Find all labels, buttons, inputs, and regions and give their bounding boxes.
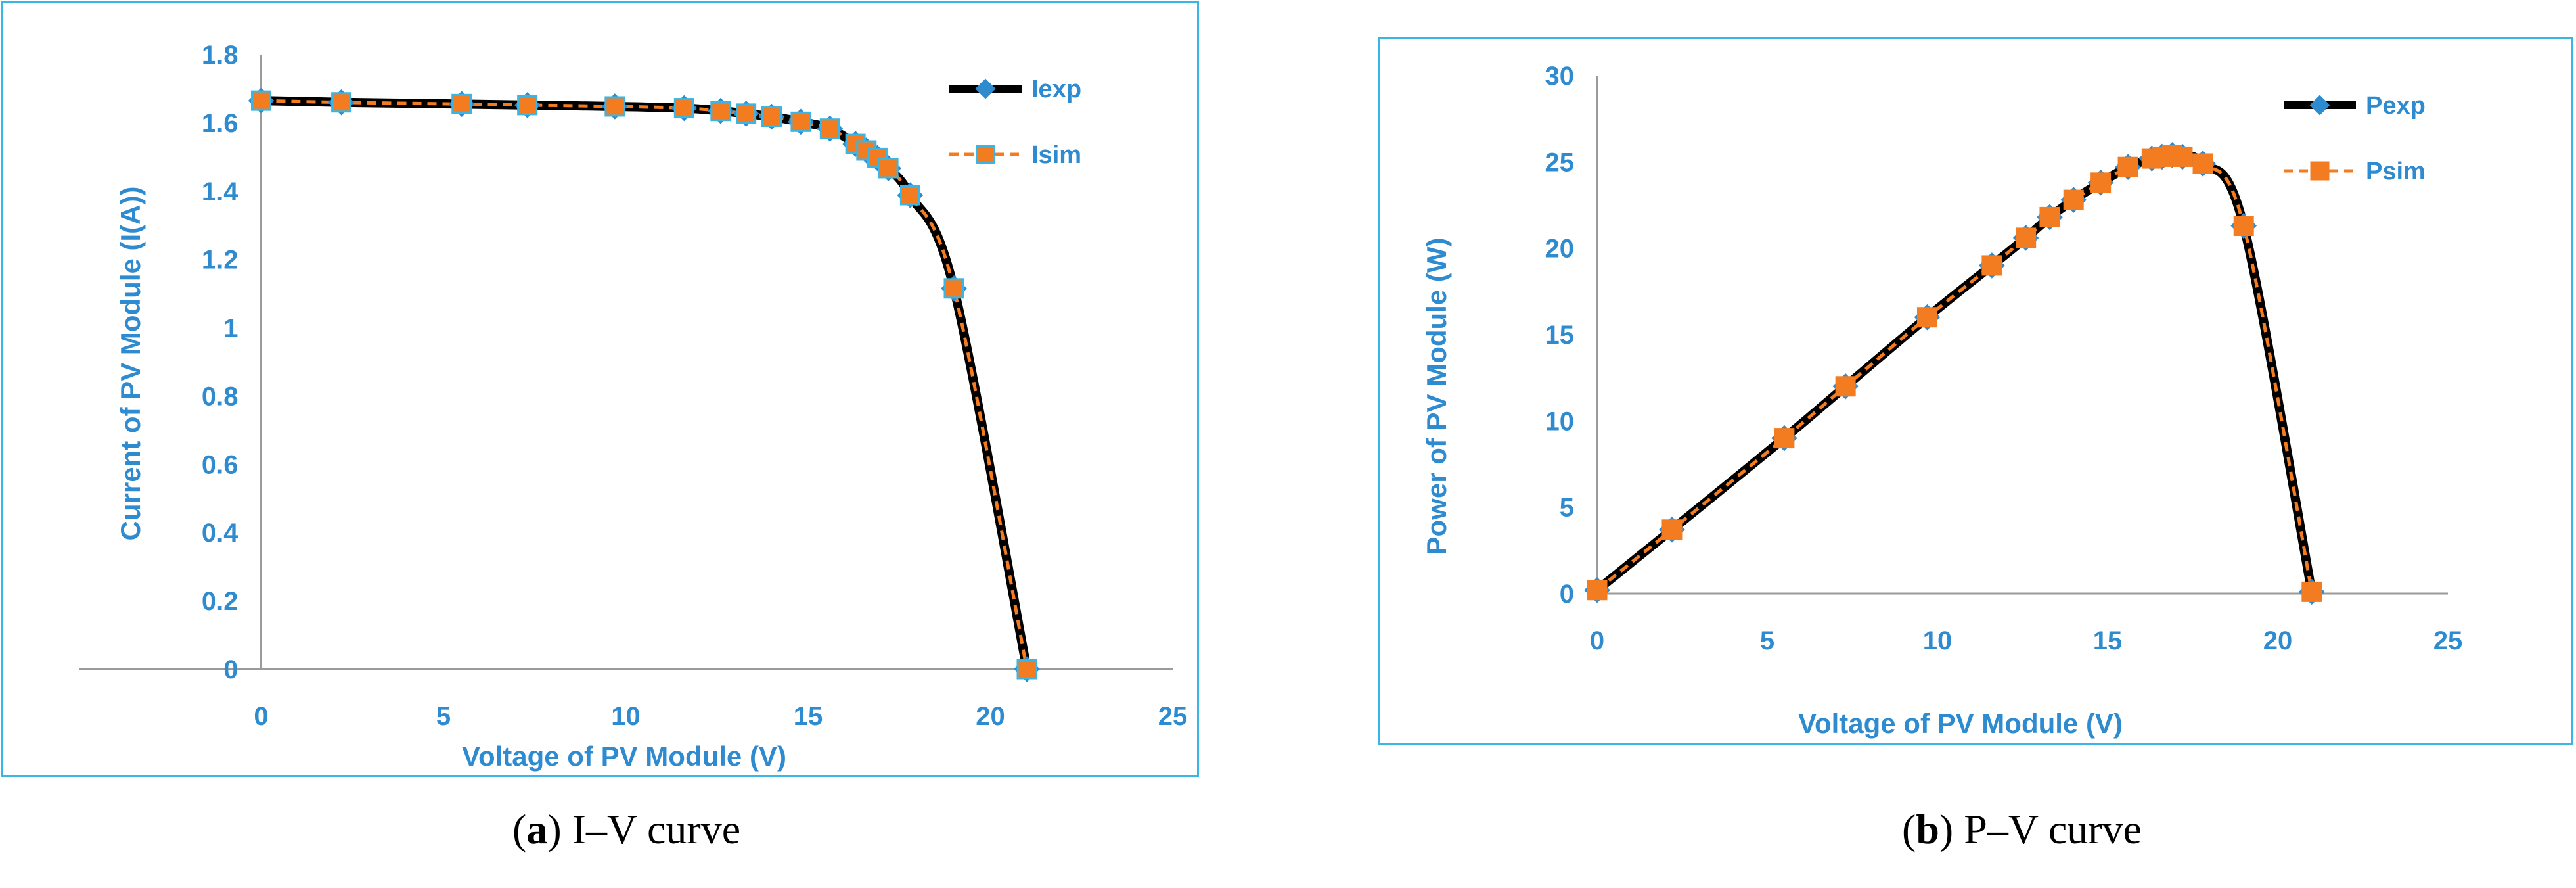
pv-y-tick-label: 5	[1560, 494, 1574, 523]
iv-x-tick-label: 0	[254, 702, 268, 731]
pv-y-axis-title: Power of PV Module (W)	[1421, 238, 1452, 555]
iv-chart-panel: 0 0.2 0.4 0.6 0.8 1 1.2 1.4 1.6 1.8 0 5 10 15 20 25 Volt…	[1, 1, 1199, 777]
iv-y-tick-label: 0.8	[202, 382, 238, 411]
pv-sim-point	[1916, 307, 1937, 328]
pv-chart-panel: 0 5 10 15 20 25 30 0 5 10 15 20 25 Voltage of PV Modu…	[1378, 37, 2573, 745]
iv-sim-point	[710, 101, 731, 122]
pv-sim-point	[2039, 206, 2060, 227]
iv-x-tick-label: 5	[436, 702, 451, 731]
pv-y-tick-label: 25	[1545, 148, 1575, 177]
pv-sim-point	[2117, 156, 2138, 177]
iv-y-tick-label: 0.6	[202, 450, 238, 479]
iv-legend-sim-marker	[976, 145, 995, 164]
pv-y-tick-label: 10	[1545, 407, 1575, 436]
iv-y-tick-label: 0.2	[202, 587, 238, 616]
pv-x-tick-label: 5	[1760, 626, 1774, 655]
iv-sim-point	[673, 98, 694, 119]
pv-sim-point	[2192, 153, 2213, 174]
iv-sim-point	[790, 111, 811, 132]
pv-legend-exp-label: Pexp	[2366, 92, 2426, 120]
iv-legend-sim-label: Isim	[1031, 141, 1081, 169]
pv-legend-sim-marker	[2310, 161, 2330, 181]
pv-sim-point	[2090, 172, 2112, 193]
iv-y-tick-label: 1.2	[202, 246, 238, 275]
iv-sim-point	[331, 92, 352, 113]
caption-iv-text: I–V curve	[561, 806, 741, 853]
caption-pv: (b) P–V curve	[1902, 806, 2142, 853]
iv-sim-point	[819, 118, 840, 139]
iv-sim-point	[878, 158, 899, 179]
pv-y-tick-label: 15	[1545, 321, 1575, 350]
pv-x-tick-label: 0	[1590, 626, 1604, 655]
pv-x-tick-label: 20	[2263, 626, 2293, 655]
iv-sim-point	[251, 90, 271, 111]
caption-iv-letter: a	[526, 806, 548, 853]
iv-y-tick-label: 1.6	[202, 109, 238, 138]
iv-x-tick-label: 15	[794, 702, 823, 731]
iv-legend-exp-label: Iexp	[1031, 76, 1081, 103]
iv-y-tick-label: 1.8	[202, 41, 238, 70]
pv-x-tick-label: 25	[2433, 626, 2463, 655]
iv-sim-point	[943, 278, 964, 299]
caption-iv: (a) I–V curve	[512, 806, 741, 853]
pv-sim-point	[2233, 216, 2254, 237]
iv-y-tick-label: 1.4	[202, 177, 238, 206]
pv-legend-sim-label: Psim	[2366, 158, 2426, 185]
pv-sim-point	[1835, 376, 1856, 397]
iv-legend-exp-marker	[975, 78, 996, 99]
iv-sim-point	[517, 95, 538, 116]
pv-sim-point	[1661, 519, 1683, 540]
iv-sim-point	[1016, 659, 1037, 680]
pv-sim-point	[1774, 428, 1795, 449]
pv-legend-exp-marker	[2309, 95, 2330, 116]
iv-sim-point	[899, 185, 920, 206]
pv-sim-point	[1587, 580, 1608, 601]
pv-chart: 0 5 10 15 20 25 30 0 5 10 15 20 25 Voltage of PV Modu…	[1421, 62, 2463, 739]
iv-x-tick-label: 20	[976, 702, 1005, 731]
iv-sim-point	[451, 93, 472, 114]
iv-y-tick-label: 0	[223, 655, 238, 684]
pv-y-tick-label: 0	[1560, 580, 1574, 609]
pv-sim-point	[2172, 146, 2193, 167]
pv-x-tick-label: 10	[1923, 626, 1953, 655]
iv-sim-point	[736, 103, 757, 124]
pv-y-tick-label: 20	[1545, 235, 1575, 264]
pv-series-sim-line	[1596, 153, 2314, 592]
iv-x-tick-label: 10	[611, 702, 641, 731]
iv-y-tick-label: 1	[223, 314, 238, 343]
iv-y-axis-title: Current of PV Module (I(A))	[115, 187, 146, 541]
iv-chart: 0 0.2 0.4 0.6 0.8 1 1.2 1.4 1.6 1.8 0 5 10 15 20 25 Volt…	[79, 41, 1188, 772]
pv-x-axis-title: Voltage of PV Module (V)	[1798, 708, 2123, 739]
iv-y-tick-label: 0.4	[202, 519, 238, 548]
pv-sim-point	[2301, 581, 2322, 602]
pv-x-tick-label: 15	[2093, 626, 2123, 655]
pv-y-tick-label: 30	[1545, 62, 1575, 91]
iv-sim-point	[761, 106, 782, 128]
pv-sim-point	[2063, 189, 2084, 210]
iv-x-axis-title: Voltage of PV Module (V)	[462, 741, 786, 772]
caption-pv-text: P–V curve	[1953, 806, 2142, 853]
pv-series-exp-line	[1594, 150, 2316, 594]
pv-sim-point	[2016, 227, 2037, 248]
iv-x-tick-label: 25	[1158, 702, 1188, 731]
iv-sim-point	[604, 96, 625, 117]
pv-sim-point	[1981, 255, 2002, 276]
caption-pv-letter: b	[1916, 806, 1939, 853]
